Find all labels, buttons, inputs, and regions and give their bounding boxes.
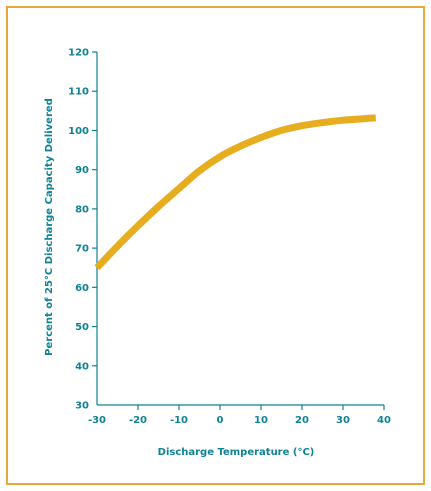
- y-tick-label: 120: [68, 48, 89, 59]
- capacity-curve: [94, 114, 376, 271]
- y-tick-label: 50: [75, 322, 89, 333]
- x-tick-label: 0: [217, 415, 224, 426]
- y-tick-label: 70: [75, 244, 89, 255]
- y-tick-label: 30: [75, 401, 89, 412]
- x-tick-label: 10: [254, 415, 268, 426]
- y-tick-label: 60: [75, 283, 89, 294]
- x-tick-label: 30: [336, 415, 350, 426]
- x-tick-label: 20: [295, 415, 309, 426]
- y-axis-label: Percent of 25°C Discharge Capacity Deliv…: [44, 98, 55, 356]
- y-tick-label: 110: [68, 87, 89, 98]
- y-tick-label: 80: [75, 204, 89, 215]
- series-layer: [94, 114, 376, 271]
- axes: [96, 52, 384, 406]
- y-tick-label: 40: [75, 361, 89, 372]
- x-tick-label: -30: [88, 415, 106, 426]
- x-tick-label: -20: [129, 415, 147, 426]
- x-tick-label: 40: [377, 415, 391, 426]
- y-ticks: 30 40 50 60 70 80 90 100 110 120: [68, 48, 97, 412]
- x-tick-label: -10: [170, 415, 188, 426]
- x-ticks: -30 -20 -10 0 10 20 30 40: [88, 405, 391, 426]
- y-tick-label: 100: [68, 126, 89, 137]
- y-tick-label: 90: [75, 165, 89, 176]
- x-axis-label: Discharge Temperature (°C): [158, 447, 315, 458]
